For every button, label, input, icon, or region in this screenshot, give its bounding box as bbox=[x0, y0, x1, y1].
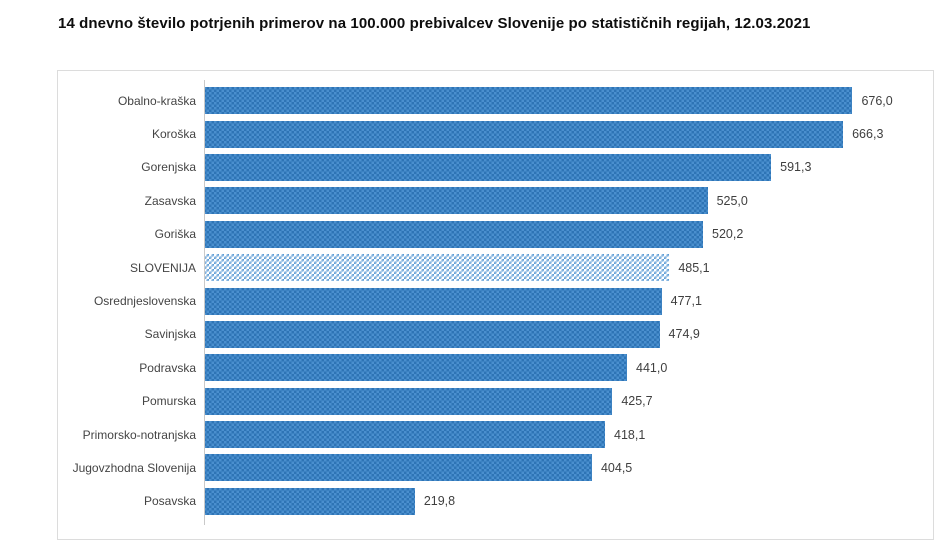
bar-row: Zasavska 525,0 bbox=[58, 184, 933, 217]
category-label: Jugovzhodna Slovenija bbox=[72, 460, 196, 475]
bar-row: Osrednjeslovenska 477,1 bbox=[58, 284, 933, 317]
category-label: Pomurska bbox=[141, 394, 196, 409]
bar bbox=[204, 187, 708, 215]
bar-track: 485,1 bbox=[204, 254, 933, 282]
bar-highlight bbox=[204, 254, 670, 282]
bar bbox=[204, 354, 628, 382]
category-label: Osrednjeslovenska bbox=[93, 294, 196, 309]
bar-row: Savinjska 474,9 bbox=[58, 318, 933, 351]
bar-track: 404,5 bbox=[204, 454, 933, 482]
bar-row: Obalno-kraška 676,0 bbox=[58, 84, 933, 117]
bar-track: 441,0 bbox=[204, 354, 933, 382]
bar bbox=[204, 421, 606, 449]
value-label: 525,0 bbox=[716, 193, 748, 208]
bar-track: 474,9 bbox=[204, 320, 933, 348]
bar-row: Podravska 441,0 bbox=[58, 351, 933, 384]
value-label: 474,9 bbox=[668, 327, 700, 342]
category-label: Zasavska bbox=[144, 193, 196, 208]
value-label: 666,3 bbox=[852, 127, 884, 142]
category-label: Gorenjska bbox=[141, 160, 196, 175]
bar-rows: Obalno-kraška 676,0 Koroška 666,3 Gorenjska 5… bbox=[58, 84, 933, 518]
category-label: Podravska bbox=[139, 360, 196, 375]
bar bbox=[204, 320, 660, 348]
category-label: Koroška bbox=[151, 127, 196, 142]
value-label: 425,7 bbox=[621, 394, 653, 409]
bar bbox=[204, 220, 703, 248]
bar-track: 676,0 bbox=[204, 87, 933, 115]
bar-row: Gorenjska 591,3 bbox=[58, 151, 933, 184]
bar bbox=[204, 387, 613, 415]
bar-track: 525,0 bbox=[204, 187, 933, 215]
bar-track: 591,3 bbox=[204, 153, 933, 181]
bar-row: Posavska 219,8 bbox=[58, 485, 933, 518]
value-label: 477,1 bbox=[670, 294, 702, 309]
bar-track: 520,2 bbox=[204, 220, 933, 248]
value-label: 441,0 bbox=[636, 360, 668, 375]
category-label: Savinjska bbox=[144, 327, 196, 342]
bar-row: Koroška 666,3 bbox=[58, 117, 933, 150]
bar bbox=[204, 287, 662, 315]
bar-row: Goriška 520,2 bbox=[58, 218, 933, 251]
bar-track: 219,8 bbox=[204, 487, 933, 515]
y-axis-line bbox=[204, 80, 205, 525]
category-label: Goriška bbox=[154, 227, 196, 242]
bar bbox=[204, 454, 592, 482]
value-label: 219,8 bbox=[423, 494, 456, 509]
category-label: Primorsko-notranjska bbox=[82, 427, 196, 442]
bar-row: Jugovzhodna Slovenija 404,5 bbox=[58, 451, 933, 484]
value-label: 591,3 bbox=[780, 160, 812, 175]
bar bbox=[204, 87, 853, 115]
value-label: 485,1 bbox=[678, 260, 710, 275]
value-label: 418,1 bbox=[614, 427, 646, 442]
bar-row: Pomurska 425,7 bbox=[58, 385, 933, 418]
bar-track: 418,1 bbox=[204, 421, 933, 449]
bar-row: SLOVENIJA 485,1 bbox=[58, 251, 933, 284]
value-label: 676,0 bbox=[861, 93, 893, 108]
bar-track: 666,3 bbox=[204, 120, 933, 148]
bar bbox=[204, 487, 415, 515]
bar bbox=[204, 153, 772, 181]
category-label: Posavska bbox=[143, 494, 196, 509]
chart-title: 14 dnevno število potrjenih primerov na … bbox=[58, 15, 811, 32]
value-label: 520,2 bbox=[712, 227, 744, 242]
category-label: Obalno-kraška bbox=[117, 93, 196, 108]
bar-row: Primorsko-notranjska 418,1 bbox=[58, 418, 933, 451]
value-label: 404,5 bbox=[600, 460, 633, 475]
bar-track: 477,1 bbox=[204, 287, 933, 315]
bar bbox=[204, 120, 844, 148]
bar-track: 425,7 bbox=[204, 387, 933, 415]
category-label: SLOVENIJA bbox=[129, 260, 196, 275]
chart-area: Obalno-kraška 676,0 Koroška 666,3 Gorenjska 5… bbox=[57, 70, 934, 540]
